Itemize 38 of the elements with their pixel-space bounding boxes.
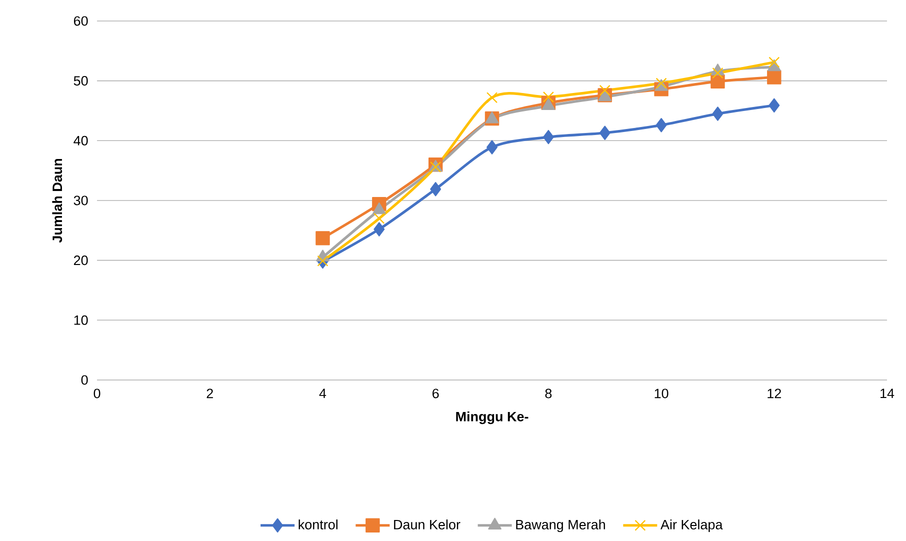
x-tick-label: 0: [94, 388, 100, 398]
x-tick-label: 12: [768, 388, 781, 398]
y-tick-label: 30: [74, 196, 88, 206]
point: [542, 130, 554, 144]
point: [486, 92, 498, 104]
point: [316, 231, 330, 246]
y-tick-label: 0: [81, 375, 88, 385]
y-tick-label: 10: [74, 315, 88, 325]
point: [317, 255, 328, 266]
x-tick-label: 6: [432, 388, 439, 398]
point: [430, 182, 442, 196]
x-tick-label: 14: [880, 388, 894, 398]
point: [542, 91, 554, 103]
legend-label: Bawang Merah: [516, 519, 605, 532]
x-tick-label: 8: [545, 388, 552, 398]
point: [768, 98, 780, 112]
point: [767, 70, 782, 84]
x-tick-label: 4: [319, 388, 326, 398]
y-axis-title: Jumlah Daun: [52, 158, 62, 243]
point: [712, 67, 724, 79]
x-tick-label: 10: [654, 388, 668, 398]
legend-label: Air Kelapa: [660, 519, 723, 532]
legend-label: Daun Kelor: [394, 519, 460, 530]
x-tick-label: 2: [206, 388, 213, 398]
y-tick-label: 40: [74, 136, 88, 146]
x-axis-title: Minggu Ke-: [456, 411, 528, 424]
point: [599, 126, 610, 140]
point: [374, 222, 385, 236]
point: [656, 118, 667, 132]
legend-label: kontrol: [298, 519, 338, 530]
point: [710, 74, 725, 89]
y-tick-label: 20: [74, 256, 88, 266]
point: [599, 84, 610, 96]
point: [768, 56, 780, 68]
point: [486, 140, 498, 154]
y-tick-label: 60: [74, 16, 88, 26]
y-tick-label: 50: [74, 76, 88, 86]
point: [712, 106, 724, 121]
